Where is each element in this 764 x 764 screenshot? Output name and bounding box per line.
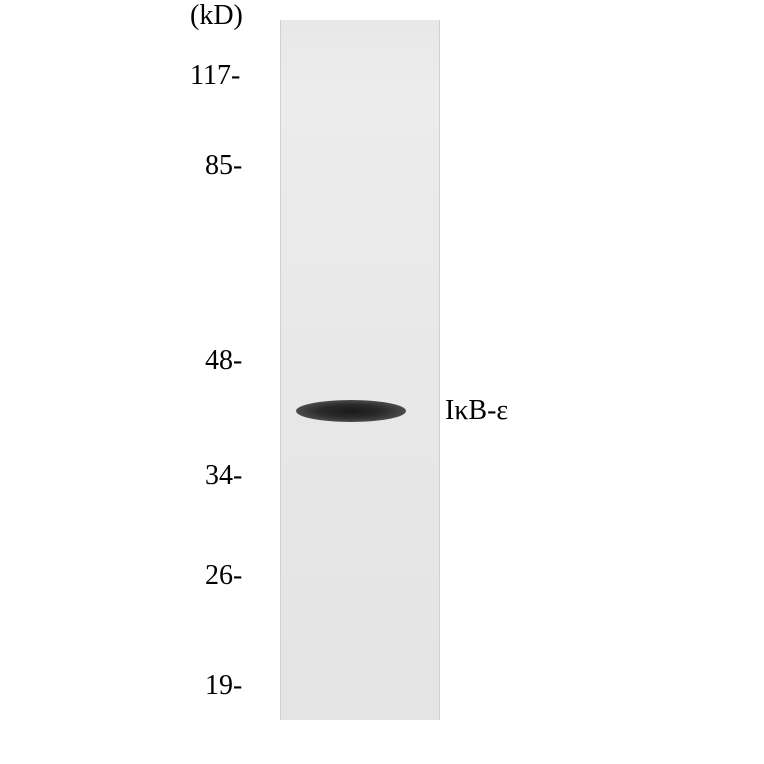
gel-lane: [280, 20, 440, 720]
kd-unit-header: (kD): [190, 0, 243, 32]
western-blot-figure: (kD) 117- 85- 48- 34- 26- 19- IκB-ε: [0, 0, 764, 764]
marker-19: 19-: [205, 670, 242, 702]
marker-34: 34-: [205, 460, 242, 492]
marker-85: 85-: [205, 150, 242, 182]
protein-band: [296, 400, 406, 422]
marker-26: 26-: [205, 560, 242, 592]
marker-48: 48-: [205, 345, 242, 377]
marker-117: 117-: [190, 60, 240, 92]
band-label-ikb-epsilon: IκB-ε: [445, 395, 508, 427]
